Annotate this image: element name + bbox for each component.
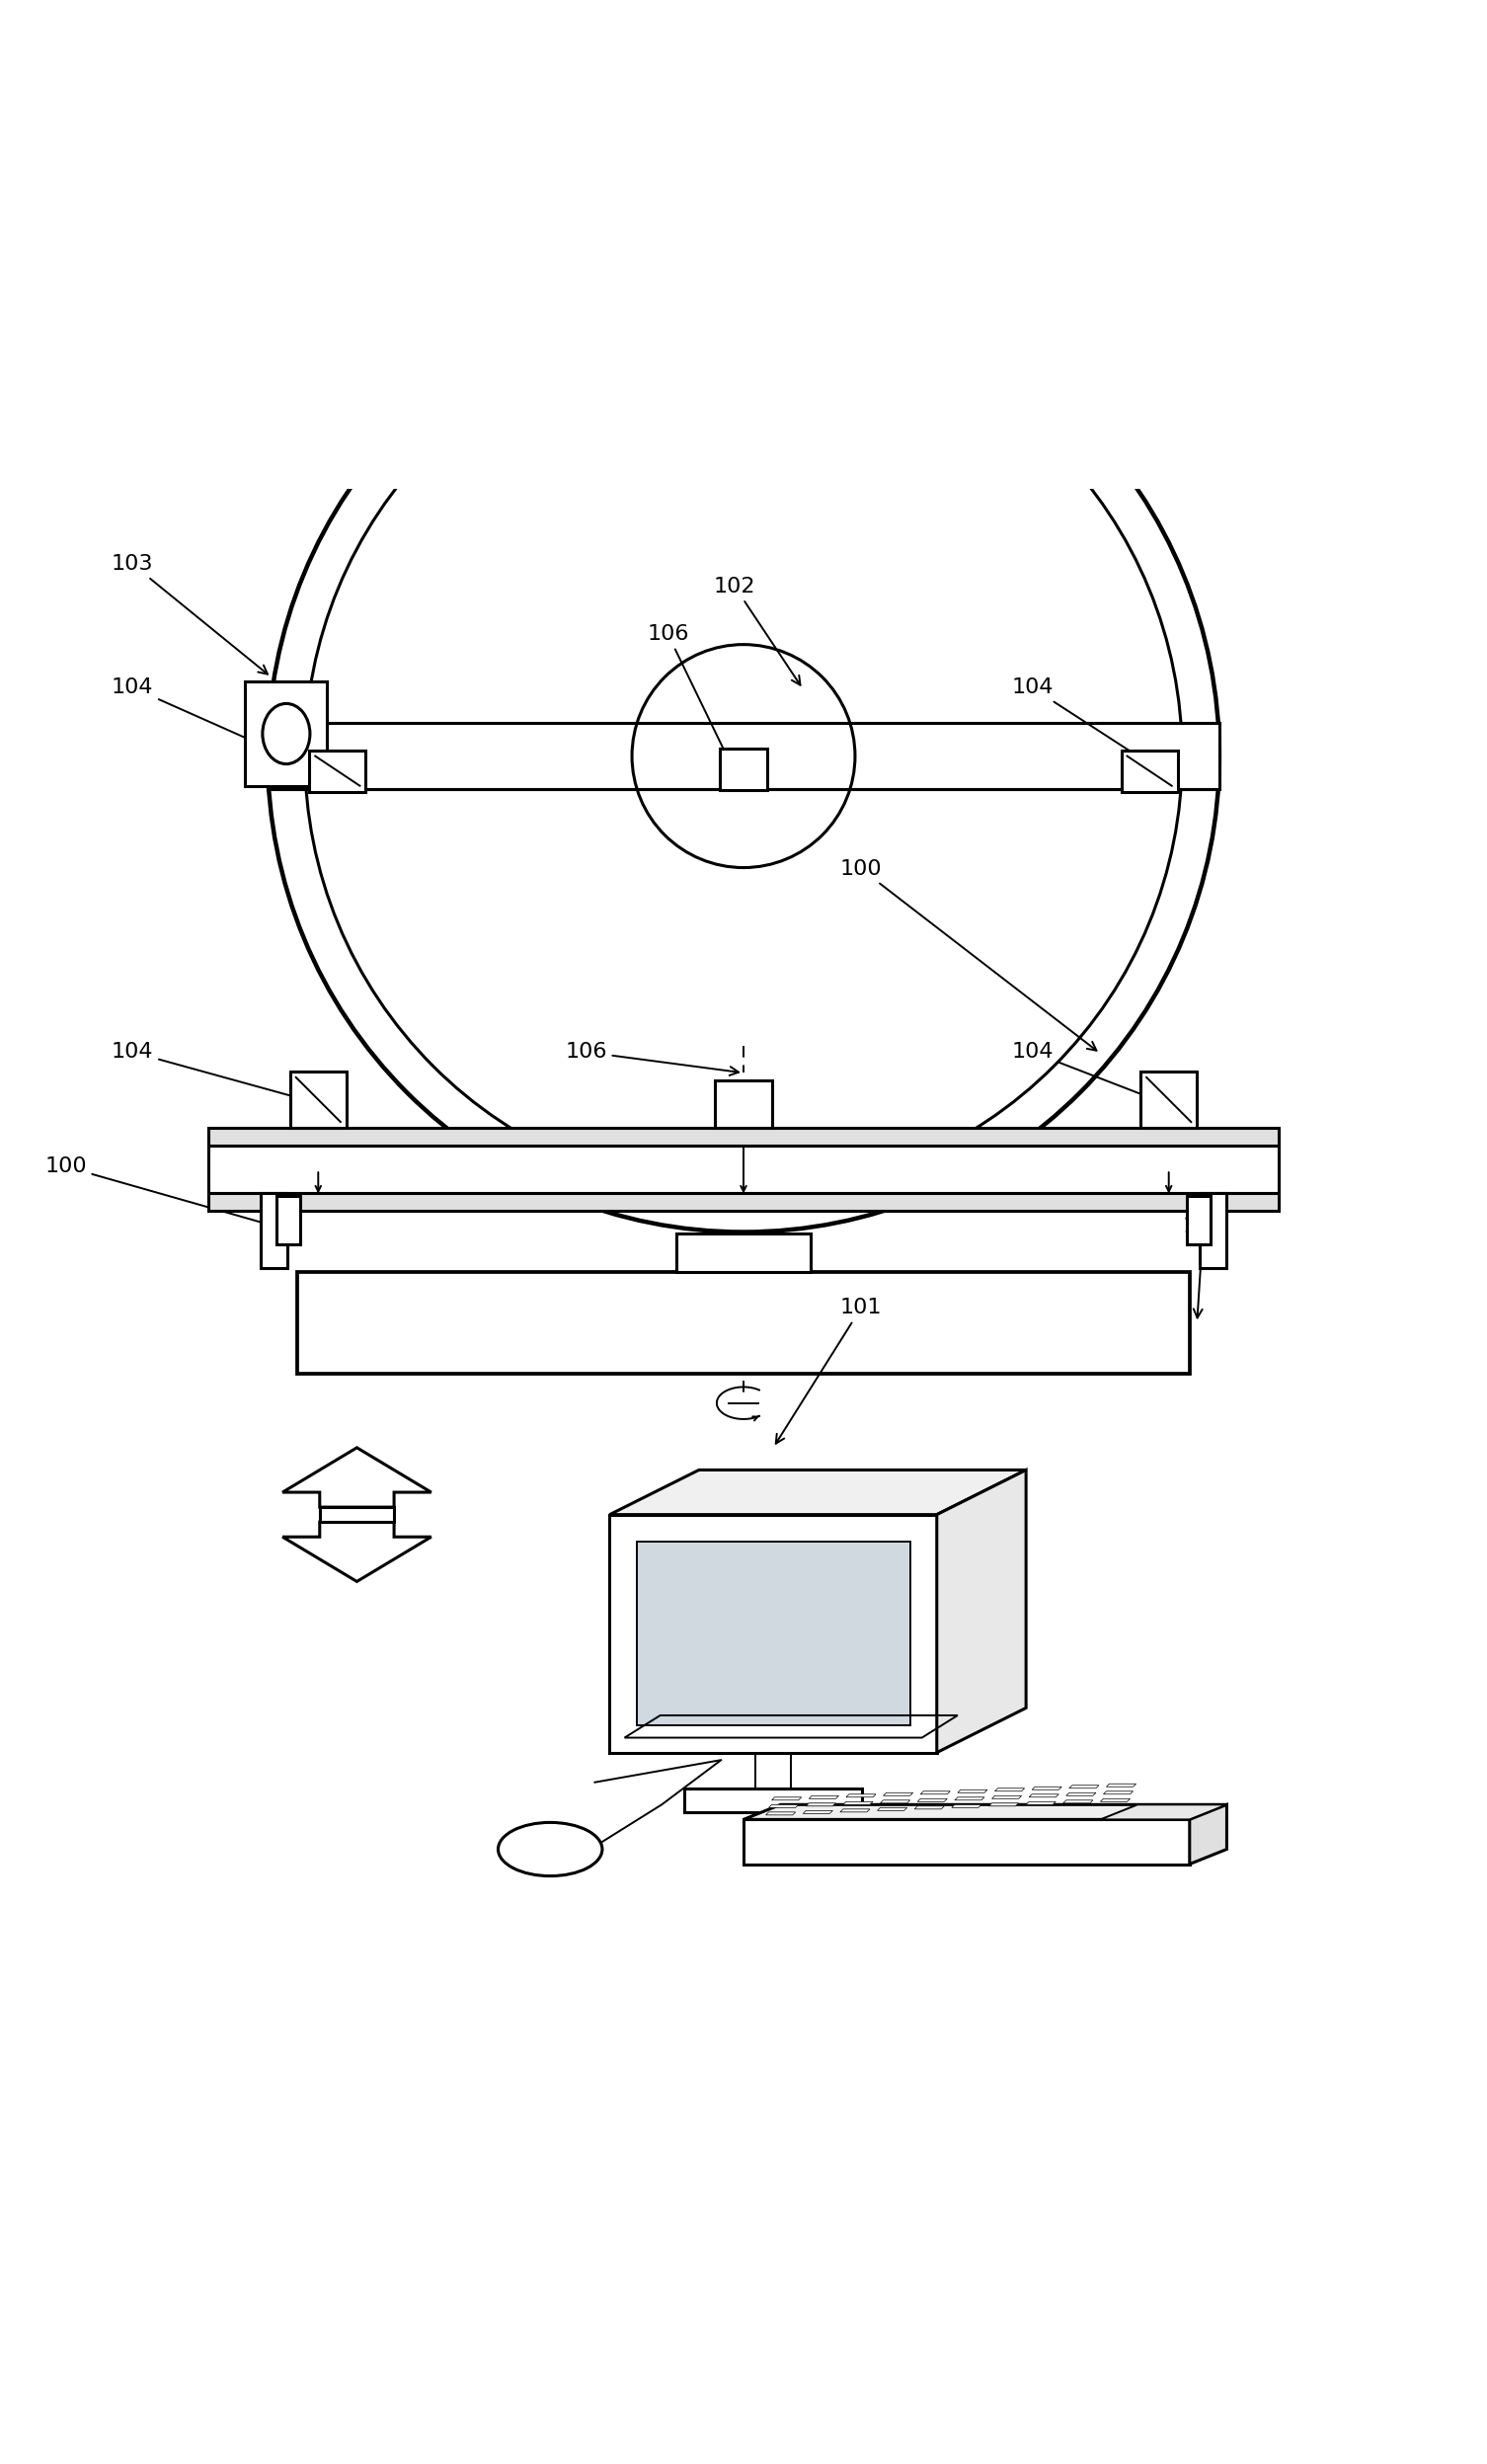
Polygon shape	[952, 1804, 981, 1809]
Polygon shape	[803, 1811, 833, 1814]
Polygon shape	[769, 1804, 799, 1809]
Polygon shape	[883, 1794, 913, 1796]
Polygon shape	[915, 1806, 944, 1809]
Text: 104: 104	[112, 1042, 300, 1101]
Bar	[277, 1198, 300, 1244]
Text: 104: 104	[1011, 1042, 1151, 1099]
Bar	[677, 1234, 810, 1271]
Text: 106: 106	[565, 1042, 739, 1074]
Polygon shape	[772, 1796, 801, 1801]
Bar	[320, 1508, 394, 1523]
Polygon shape	[1069, 1786, 1099, 1789]
Bar	[720, 749, 767, 791]
Polygon shape	[840, 1809, 870, 1811]
Text: 105: 105	[1182, 1217, 1224, 1318]
Polygon shape	[1032, 1786, 1062, 1789]
Bar	[1121, 749, 1178, 791]
Bar	[208, 1193, 1279, 1212]
Polygon shape	[1029, 1794, 1059, 1796]
Ellipse shape	[498, 1823, 602, 1875]
Polygon shape	[809, 1796, 839, 1799]
Polygon shape	[744, 1804, 1227, 1818]
Polygon shape	[920, 1791, 950, 1794]
Text: 106: 106	[647, 623, 742, 786]
Text: 103: 103	[112, 554, 268, 675]
Bar	[208, 1146, 1279, 1193]
Polygon shape	[610, 1471, 1026, 1515]
Text: 102: 102	[714, 577, 800, 685]
Bar	[1141, 1072, 1197, 1129]
Bar	[684, 1789, 862, 1811]
Polygon shape	[992, 1796, 1022, 1799]
Polygon shape	[1063, 1801, 1093, 1804]
Bar	[744, 1818, 1190, 1865]
Text: 108: 108	[952, 1614, 993, 1646]
Polygon shape	[1100, 1799, 1130, 1801]
Polygon shape	[877, 1809, 907, 1811]
Bar	[297, 1271, 1190, 1372]
Bar	[1200, 1193, 1227, 1266]
Bar	[268, 724, 1219, 788]
Text: 101: 101	[776, 1299, 882, 1444]
Bar	[1187, 1198, 1210, 1244]
Polygon shape	[766, 1811, 796, 1816]
Polygon shape	[880, 1801, 910, 1804]
Bar	[208, 1129, 1279, 1146]
Bar	[290, 1072, 346, 1129]
Polygon shape	[1066, 1794, 1096, 1796]
Polygon shape	[1100, 1804, 1227, 1818]
Polygon shape	[846, 1794, 876, 1796]
Polygon shape	[1190, 1804, 1227, 1865]
Text: 104: 104	[1011, 678, 1154, 766]
Bar	[755, 1745, 791, 1789]
Bar	[610, 1515, 937, 1752]
Bar	[309, 749, 366, 791]
Bar	[636, 1542, 910, 1725]
Polygon shape	[1026, 1801, 1056, 1804]
Polygon shape	[843, 1801, 873, 1804]
Polygon shape	[937, 1471, 1026, 1752]
Polygon shape	[283, 1523, 431, 1582]
Polygon shape	[1103, 1791, 1133, 1794]
Polygon shape	[917, 1799, 947, 1801]
Bar	[715, 1079, 772, 1129]
Text: 104: 104	[112, 678, 312, 769]
Text: 100: 100	[840, 860, 1096, 1050]
Polygon shape	[989, 1804, 1019, 1806]
Bar	[245, 683, 327, 786]
Text: 100: 100	[45, 1156, 286, 1232]
Polygon shape	[1106, 1784, 1136, 1786]
Polygon shape	[995, 1789, 1025, 1791]
Polygon shape	[283, 1449, 431, 1508]
Polygon shape	[958, 1789, 987, 1794]
Circle shape	[312, 325, 1175, 1188]
Bar	[260, 1193, 287, 1266]
Polygon shape	[955, 1796, 984, 1801]
Polygon shape	[806, 1804, 836, 1806]
